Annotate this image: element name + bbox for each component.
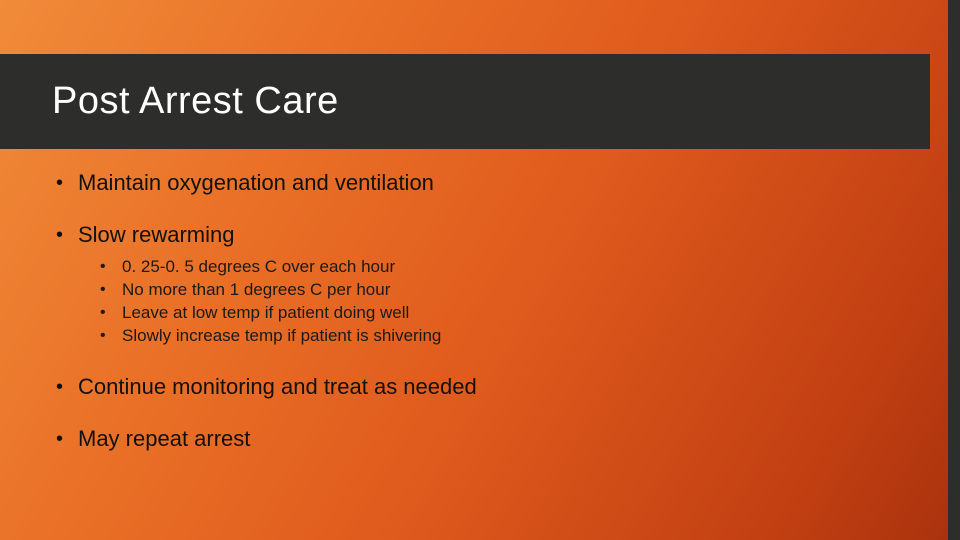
list-item: Slow rewarming 0. 25-0. 5 degrees C over… xyxy=(56,222,920,348)
bullet-list: Maintain oxygenation and ventilation Slo… xyxy=(56,170,920,452)
slide-title: Post Arrest Care xyxy=(52,80,339,123)
sub-list-item: 0. 25-0. 5 degrees C over each hour xyxy=(98,256,920,279)
sub-list-item: Slowly increase temp if patient is shive… xyxy=(98,325,920,348)
bullet-text: 0. 25-0. 5 degrees C over each hour xyxy=(122,257,395,276)
sub-bullet-list: 0. 25-0. 5 degrees C over each hour No m… xyxy=(78,256,920,348)
bullet-text: May repeat arrest xyxy=(78,426,250,451)
bullet-text: Continue monitoring and treat as needed xyxy=(78,374,477,399)
sub-list-item: Leave at low temp if patient doing well xyxy=(98,302,920,325)
bullet-text: No more than 1 degrees C per hour xyxy=(122,280,390,299)
sub-list-item: No more than 1 degrees C per hour xyxy=(98,279,920,302)
bullet-text: Slow rewarming xyxy=(78,222,235,247)
bullet-text: Leave at low temp if patient doing well xyxy=(122,303,409,322)
right-accent-stripe xyxy=(948,0,960,540)
list-item: Maintain oxygenation and ventilation xyxy=(56,170,920,196)
list-item: Continue monitoring and treat as needed xyxy=(56,374,920,400)
title-bar: Post Arrest Care xyxy=(0,54,930,149)
slide-content: Maintain oxygenation and ventilation Slo… xyxy=(56,170,920,478)
list-item: May repeat arrest xyxy=(56,426,920,452)
bullet-text: Maintain oxygenation and ventilation xyxy=(78,170,434,195)
bullet-text: Slowly increase temp if patient is shive… xyxy=(122,326,441,345)
